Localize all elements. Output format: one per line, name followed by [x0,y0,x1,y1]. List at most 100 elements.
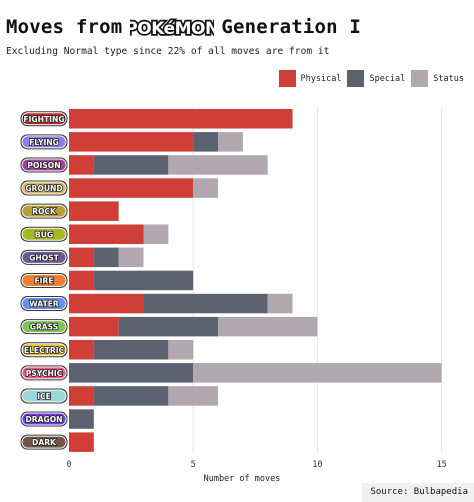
bar-grass-special [118,316,219,337]
type-badge-fill [21,112,67,126]
type-badge-fill [21,227,67,241]
category-label: PSYCHIC [26,369,63,378]
type-badge-fill [21,273,67,287]
type-badge-water: WATER [20,296,68,312]
category-label: FLYING [29,138,59,147]
bar-ground-status [193,178,219,198]
category-label: GRASS [30,323,59,332]
type-badge-poison: POISON [20,157,68,173]
category-label: ICE [37,392,51,401]
type-badge-electric: ELECTRIC [20,342,68,358]
type-badge-fill [21,435,67,449]
bar-ice-physical [69,386,94,406]
type-badge-bug: BUG [20,226,68,242]
type-badge-fill [21,297,67,311]
type-badge-fill [21,389,67,403]
type-badge-ghost: GHOST [20,249,68,265]
legend-label: Status [433,73,464,84]
category-label: FIGHTING [23,115,64,124]
bar-flying-special [193,132,219,152]
type-badge-fighting: FIGHTING [20,111,68,127]
pokemon-logo: POKéMON [130,12,214,42]
legend-swatch [347,70,365,87]
category-label: DRAGON [25,415,62,424]
category-label: ELECTRIC [24,346,65,355]
bar-ghost-physical [69,247,94,268]
bar-ice-special [93,386,169,406]
bar-dragon-special [69,409,94,429]
type-badge-fill [21,412,67,426]
bar-rock-physical [69,201,119,221]
chart-subtitle: Excluding Normal type since 22% of all m… [6,46,330,57]
x-tick-label-5: 5 [191,460,196,470]
legend-swatch [278,70,296,87]
x-tick-label-15: 15 [436,460,446,470]
bar-water-special [143,293,268,314]
category-label: WATER [29,300,59,309]
bar-psychic-status [193,363,442,383]
bar-poison-physical [69,155,94,175]
category-label: FIRE [34,276,53,285]
category-label: ROCK [32,207,57,216]
x-axis-label: Number of moves [204,474,281,484]
type-badge-fill [21,250,67,264]
type-badge-fill [21,366,67,380]
bar-bug-status [143,224,169,244]
legend-label: Special [369,73,406,84]
pokemon-logo-text: POKéMON [130,19,214,39]
legend-item-special: Special [347,70,405,87]
category-label: DARK [32,438,57,447]
type-badge-flying: FLYING [20,134,68,150]
bar-grass-physical [69,316,119,337]
x-tick-label-10: 10 [312,460,322,470]
bar-ground-physical [69,178,194,198]
bar-water-status [267,293,293,314]
bar-poison-status [168,155,268,175]
legend-item-status: Status [411,70,464,87]
x-tick-label-0: 0 [66,460,71,470]
category-label: BUG [35,230,53,239]
type-badge-dark: DARK [20,434,68,450]
title-prefix: Moves from [6,16,123,38]
type-badge-ice: ICE [20,388,68,404]
bar-ghost-special [93,247,119,268]
bar-water-physical [69,293,144,314]
bar-fighting-physical [69,109,293,129]
type-badge-fire: FIRE [20,272,68,288]
category-label: GHOST [29,253,60,262]
type-badge-dragon: DRAGON [20,411,68,427]
bar-fire-physical [69,270,94,291]
type-badge-psychic: PSYCHIC [20,365,68,381]
type-badge-ground: GROUND [20,180,68,196]
bar-fire-special [93,270,194,291]
bar-electric-physical [69,340,94,360]
source-note: Source: Bulbapedia [362,483,474,502]
bar-psychic-special [69,363,194,383]
bar-flying-physical [69,132,194,152]
type-badge-fill [21,320,67,334]
bar-dark-physical [69,432,94,452]
bar-electric-special [93,340,169,360]
type-badge-fill [21,204,67,218]
type-badge-fill [21,135,67,149]
type-badge-rock: ROCK [20,203,68,219]
legend-item-physical: Physical [278,70,342,87]
bar-ghost-status [118,247,144,268]
legend-swatch [411,70,429,87]
type-badge-grass: GRASS [20,319,68,335]
title-suffix: Generation I [221,16,362,38]
type-badge-fill [21,158,67,172]
bar-bug-physical [69,224,144,244]
legend-label: Physical [300,73,342,84]
type-badge-fill [21,181,67,195]
category-label: GROUND [25,184,62,193]
chart-title: Moves from POKéMON Generation I [6,12,361,42]
bar-flying-status [218,132,243,152]
bar-poison-special [93,155,169,175]
bar-grass-status [218,316,318,337]
category-label: POISON [27,161,60,170]
bar-ice-status [168,386,219,406]
bar-electric-status [168,340,194,360]
chart-legend: Physical Special Status [278,70,464,87]
